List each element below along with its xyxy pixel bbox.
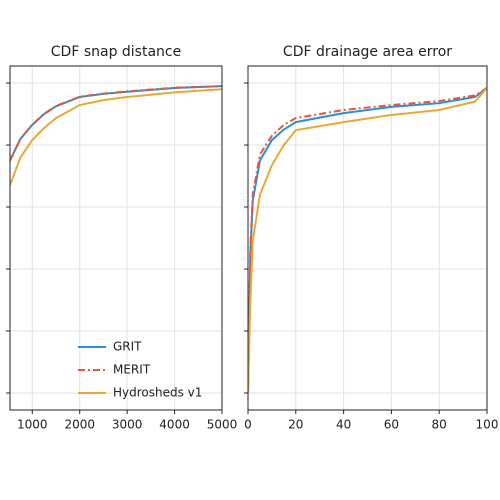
x-tick-label: 3000	[112, 418, 143, 432]
x-tick-label: 1000	[17, 418, 48, 432]
x-tick-label: 40	[336, 418, 351, 432]
legend-label: MERIT	[113, 363, 151, 377]
x-tick-label: 0	[244, 418, 252, 432]
chart-title: CDF snap distance	[51, 44, 181, 60]
x-tick-label: 80	[432, 418, 447, 432]
axes-frame	[247, 65, 488, 411]
series-line	[248, 87, 487, 393]
legend-label: GRIT	[113, 340, 142, 354]
legend-label: Hydrosheds v1	[113, 386, 202, 400]
plot-area	[10, 85, 222, 186]
x-tick-label: 4000	[159, 418, 190, 432]
axes-frame	[9, 65, 223, 411]
series-line	[248, 87, 487, 393]
plot-area	[248, 87, 487, 393]
series-line	[10, 85, 222, 161]
series-line	[10, 88, 222, 186]
x-tick-label: 20	[288, 418, 303, 432]
x-tick-label: 60	[384, 418, 399, 432]
x-tick-label: 2000	[64, 418, 95, 432]
x-tick-label: 5000	[207, 418, 238, 432]
chart-title: CDF drainage area error	[283, 44, 452, 60]
x-tick-label: 100	[476, 418, 499, 432]
